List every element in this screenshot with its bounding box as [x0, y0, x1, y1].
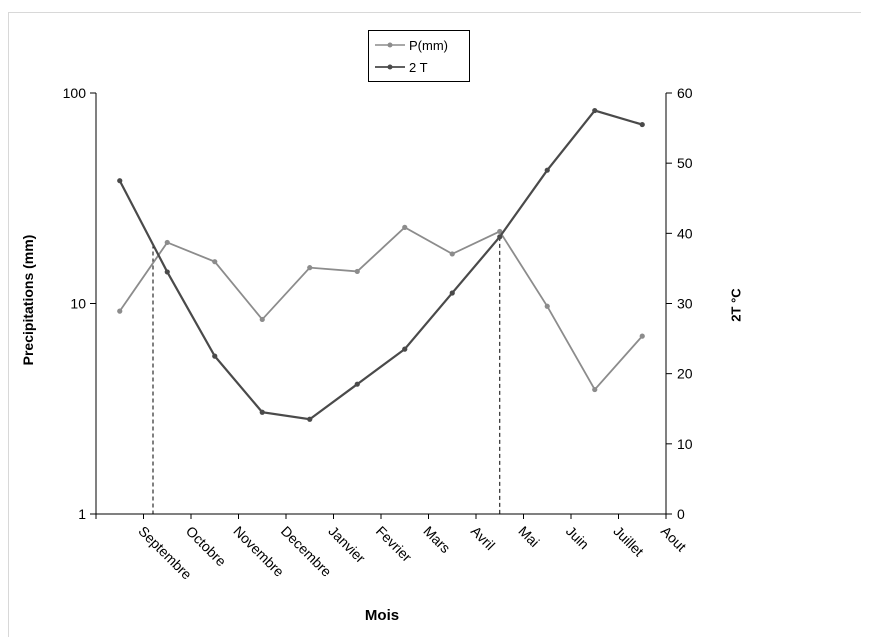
- point-precipitation: [639, 333, 645, 339]
- point-precipitation: [354, 268, 360, 275]
- dry-period-markers: [152, 236, 501, 514]
- series-temperature: [117, 107, 645, 422]
- legend: P(mm) 2 T: [368, 30, 470, 82]
- x-tick-label: Janvier: [325, 523, 368, 566]
- x-tick-label: Avril: [468, 523, 498, 553]
- point-precipitation: [402, 224, 408, 230]
- left-tick-label: 1: [78, 506, 86, 522]
- chart-axes: [90, 92, 672, 519]
- left-tick-label: 100: [63, 85, 87, 101]
- x-tick-label: Novembre: [230, 523, 287, 580]
- x-tick-label: Aout: [658, 523, 690, 555]
- legend-label-temperature: 2 T: [409, 59, 428, 75]
- right-tick-label: 20: [677, 366, 693, 382]
- point-precipitation: [449, 251, 455, 257]
- point-temperature: [449, 290, 455, 296]
- legend-label-precipitation: P(mm): [409, 37, 448, 53]
- legend-entry-precipitation: P(mm): [375, 35, 448, 55]
- point-temperature: [354, 381, 360, 387]
- point-temperature: [402, 346, 408, 352]
- point-temperature: [164, 269, 170, 275]
- point-precipitation: [212, 259, 218, 265]
- x-tick-label: Octobre: [183, 523, 230, 570]
- point-precipitation: [117, 308, 123, 314]
- left-tick-labels: 1 10 100: [63, 85, 87, 522]
- x-tick-label: Fevrier: [373, 523, 415, 565]
- left-axis-label: Precipitations (mm): [20, 234, 36, 366]
- point-temperature: [117, 178, 123, 184]
- right-tick-label: 30: [677, 296, 693, 312]
- x-tick-label: Mai: [515, 523, 542, 550]
- legend-swatch-precipitation: [375, 42, 405, 48]
- point-temperature: [639, 121, 645, 128]
- left-tick-label: 10: [70, 296, 86, 312]
- point-temperature: [212, 353, 218, 359]
- chart-frame: [8, 12, 861, 637]
- right-tick-label: 0: [677, 506, 685, 522]
- point-precipitation: [259, 316, 265, 323]
- line-temperature: [118, 109, 643, 421]
- point-precipitation: [164, 239, 170, 246]
- point-temperature: [307, 416, 313, 422]
- legend-entry-temperature: 2 T: [375, 57, 428, 77]
- point-precipitation: [592, 386, 598, 393]
- line-precipitation: [119, 226, 643, 392]
- point-temperature: [497, 234, 503, 240]
- right-tick-label: 60: [677, 85, 693, 101]
- point-temperature: [259, 409, 265, 415]
- x-tick-label: Juin: [563, 523, 592, 552]
- x-tick-label: Juillet: [610, 523, 647, 560]
- right-tick-label: 40: [677, 225, 693, 241]
- point-temperature: [544, 167, 550, 173]
- x-axis-label: Mois: [364, 607, 400, 624]
- x-tick-label: Mars: [420, 523, 453, 556]
- right-tick-labels: 0 10 20 30 40 50 60: [677, 85, 693, 522]
- legend-swatch-temperature: [375, 64, 405, 70]
- point-precipitation: [307, 265, 313, 271]
- right-tick-label: 10: [677, 436, 693, 452]
- series-precipitation: [117, 224, 645, 393]
- right-tick-label: 50: [677, 155, 693, 171]
- point-precipitation: [497, 228, 503, 235]
- point-temperature: [592, 107, 598, 114]
- x-tick-label: Decembre: [278, 523, 335, 580]
- point-precipitation: [544, 303, 550, 309]
- right-axis-label: 2T °C: [728, 288, 744, 322]
